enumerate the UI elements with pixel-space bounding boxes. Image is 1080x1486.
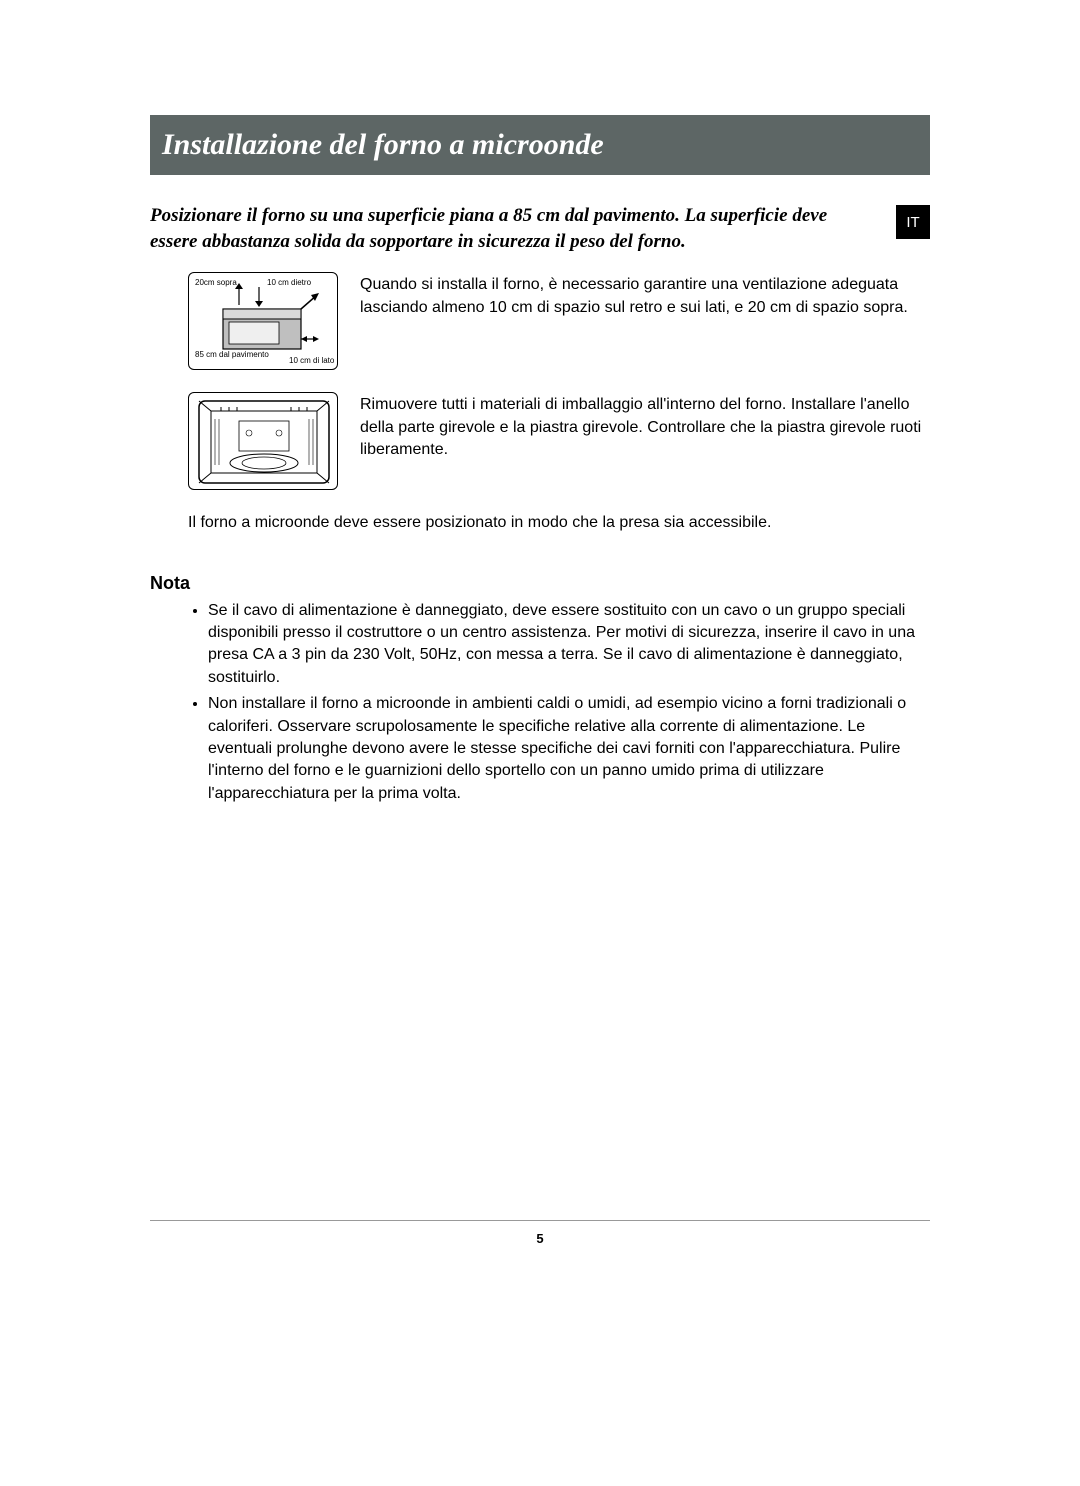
section-interior: Rimuovere tutti i materiali di imballagg… bbox=[150, 392, 930, 490]
page-footer: 5 bbox=[150, 1220, 930, 1246]
nota-item: Non installare il forno a microonde in a… bbox=[208, 693, 930, 805]
intro-text: Posizionare il forno su una superficie p… bbox=[150, 203, 878, 254]
nota-list: Se il cavo di alimentazione è danneggiat… bbox=[150, 600, 930, 806]
header-band: Installazione del forno a microonde bbox=[150, 115, 930, 175]
clearance-diagram: 20cm sopra 10 cm dietro 85 cm dal pavime… bbox=[188, 272, 338, 370]
intro-row: Posizionare il forno su una superficie p… bbox=[150, 203, 930, 254]
page-number: 5 bbox=[536, 1231, 543, 1246]
language-badge: IT bbox=[896, 205, 930, 239]
section-ventilation: 20cm sopra 10 cm dietro 85 cm dal pavime… bbox=[150, 272, 930, 370]
clearance-svg bbox=[189, 273, 339, 371]
ventilation-text: Quando si installa il forno, è necessari… bbox=[360, 272, 930, 370]
interior-svg bbox=[189, 393, 339, 491]
nota-item: Se il cavo di alimentazione è danneggiat… bbox=[208, 600, 930, 690]
nota-heading: Nota bbox=[150, 573, 930, 594]
accessibility-text: Il forno a microonde deve essere posizio… bbox=[150, 512, 930, 534]
interior-diagram bbox=[188, 392, 338, 490]
page-content: Installazione del forno a microonde Posi… bbox=[150, 115, 930, 809]
page-title: Installazione del forno a microonde bbox=[162, 128, 604, 162]
interior-text: Rimuovere tutti i materiali di imballagg… bbox=[360, 392, 930, 490]
